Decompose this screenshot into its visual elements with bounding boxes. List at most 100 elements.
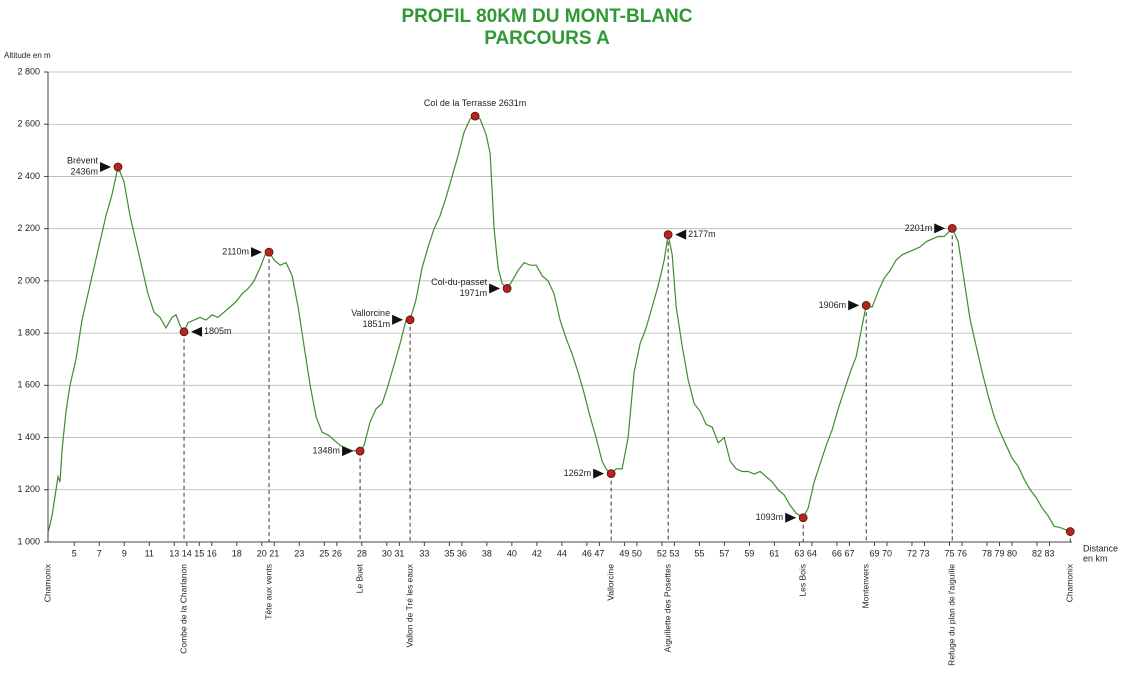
x-tick-label: 55 [694, 548, 704, 558]
altitude-label: 2201m [905, 223, 933, 233]
x-tick-label: 46 [582, 548, 592, 558]
arrow [251, 247, 263, 258]
chart-title: PARCOURS A [484, 28, 610, 49]
x-tick-label: 20 [257, 548, 267, 558]
waypoint-name: Brévent [67, 155, 99, 165]
x-tick-label: 72 [907, 548, 917, 558]
x-tick-label: 25 [319, 548, 329, 558]
waypoint-label: Chamonix [1064, 563, 1074, 602]
x-tick-label: 31 [394, 548, 404, 558]
x-tick-label: 73 [919, 548, 929, 558]
waypoint-label: Montenvers [860, 564, 870, 608]
x-tick-label: 35 [444, 548, 454, 558]
x-tick-label: 66 [832, 548, 842, 558]
altitude-label: 1093m [756, 512, 784, 522]
waypoint-marker [405, 315, 415, 325]
x-tick-label: 15 [194, 548, 204, 558]
y-tick-label: 1 800 [17, 327, 40, 337]
x-axis-label: Distance [1083, 543, 1118, 553]
altitude-label: 1851m [363, 319, 391, 329]
altitude-label: 1262m [564, 468, 592, 478]
x-tick-label: 83 [1044, 548, 1054, 558]
x-tick-label: 26 [332, 548, 342, 558]
x-tick-label: 18 [232, 548, 242, 558]
x-tick-label: 13 [169, 548, 179, 558]
waypoint-label: Vallon de Tré les eaux [404, 563, 414, 647]
x-tick-label: 40 [507, 548, 517, 558]
x-axis-label: en km [1083, 553, 1108, 563]
x-tick-label: 30 [382, 548, 392, 558]
x-tick-label: 36 [457, 548, 467, 558]
x-tick-label: 82 [1032, 548, 1042, 558]
arrow [785, 512, 797, 523]
waypoint-label: Chamonix [42, 563, 52, 602]
waypoint-label: Tête aux vents [263, 564, 273, 620]
x-tick-label: 69 [869, 548, 879, 558]
y-tick-label: 1 000 [17, 536, 40, 546]
x-tick-label: 5 [72, 548, 77, 558]
waypoint-label: Vallorcine [605, 564, 615, 601]
x-tick-label: 7 [97, 548, 102, 558]
x-tick-label: 47 [594, 548, 604, 558]
arrow [489, 283, 501, 294]
arrow [392, 314, 404, 325]
summit-label: Col de la Terrasse 2631m [424, 99, 526, 109]
y-tick-label: 1 200 [17, 484, 40, 494]
x-tick-label: 23 [294, 548, 304, 558]
y-tick-label: 2 600 [17, 119, 40, 129]
waypoint-marker [264, 247, 274, 257]
waypoint-label: Le Buet [354, 563, 364, 593]
waypoint-marker [663, 230, 673, 240]
waypoint-marker [861, 301, 871, 310]
waypoint-marker [470, 111, 480, 121]
arrow [191, 326, 203, 337]
x-tick-label: 49 [619, 548, 629, 558]
altitude-label: 2177m [688, 229, 716, 239]
altitude-label: 2436m [70, 166, 98, 176]
waypoint-marker [798, 513, 808, 523]
y-tick-label: 1 600 [17, 380, 40, 390]
y-tick-label: 1 400 [17, 432, 40, 442]
waypoint-label: Combe de la Charlanon [178, 564, 188, 654]
arrow [675, 229, 687, 240]
altitude-label: 1971m [460, 288, 488, 298]
waypoint-name: Col-du-passet [431, 277, 488, 287]
altitude-label: 1906m [819, 300, 847, 310]
x-tick-label: 44 [557, 548, 567, 558]
x-tick-label: 57 [719, 548, 729, 558]
profile-line [47, 115, 1071, 534]
y-tick-label: 2 000 [17, 275, 40, 285]
y-tick-label: 2 800 [17, 66, 40, 76]
arrow [934, 223, 946, 234]
x-tick-label: 76 [957, 548, 967, 558]
waypoint-marker [179, 327, 189, 337]
x-tick-label: 9 [122, 548, 127, 558]
waypoint-name: Col de la Terrasse [424, 99, 496, 109]
altitude-label: 2110m [222, 247, 249, 257]
y-axis-label: Altitude en m [4, 51, 51, 60]
waypoint-marker [947, 224, 957, 233]
x-tick-label: 50 [632, 548, 642, 558]
waypoint-label: Les Bois [797, 564, 807, 597]
x-tick-label: 75 [944, 548, 954, 558]
x-tick-label: 38 [482, 548, 492, 558]
altitude-label: 2631m [499, 99, 527, 109]
waypoint-marker [606, 469, 616, 478]
altitude-label: 1348m [313, 446, 341, 456]
arrow [342, 446, 354, 457]
arrow [593, 468, 605, 479]
x-tick-label: 21 [269, 548, 279, 558]
x-tick-label: 53 [669, 548, 679, 558]
x-tick-label: 16 [207, 548, 217, 558]
waypoint-label: Refuge du plan de l'aiguille [946, 564, 956, 666]
x-tick-label: 63 [794, 548, 804, 558]
x-tick-label: 78 [982, 548, 992, 558]
x-tick-label: 59 [744, 548, 754, 558]
waypoint-name: Vallorcine [351, 308, 390, 318]
x-tick-label: 79 [994, 548, 1004, 558]
x-tick-label: 11 [145, 548, 154, 558]
x-tick-label: 52 [657, 548, 667, 558]
waypoint-marker [355, 446, 365, 456]
arrow [100, 162, 112, 173]
